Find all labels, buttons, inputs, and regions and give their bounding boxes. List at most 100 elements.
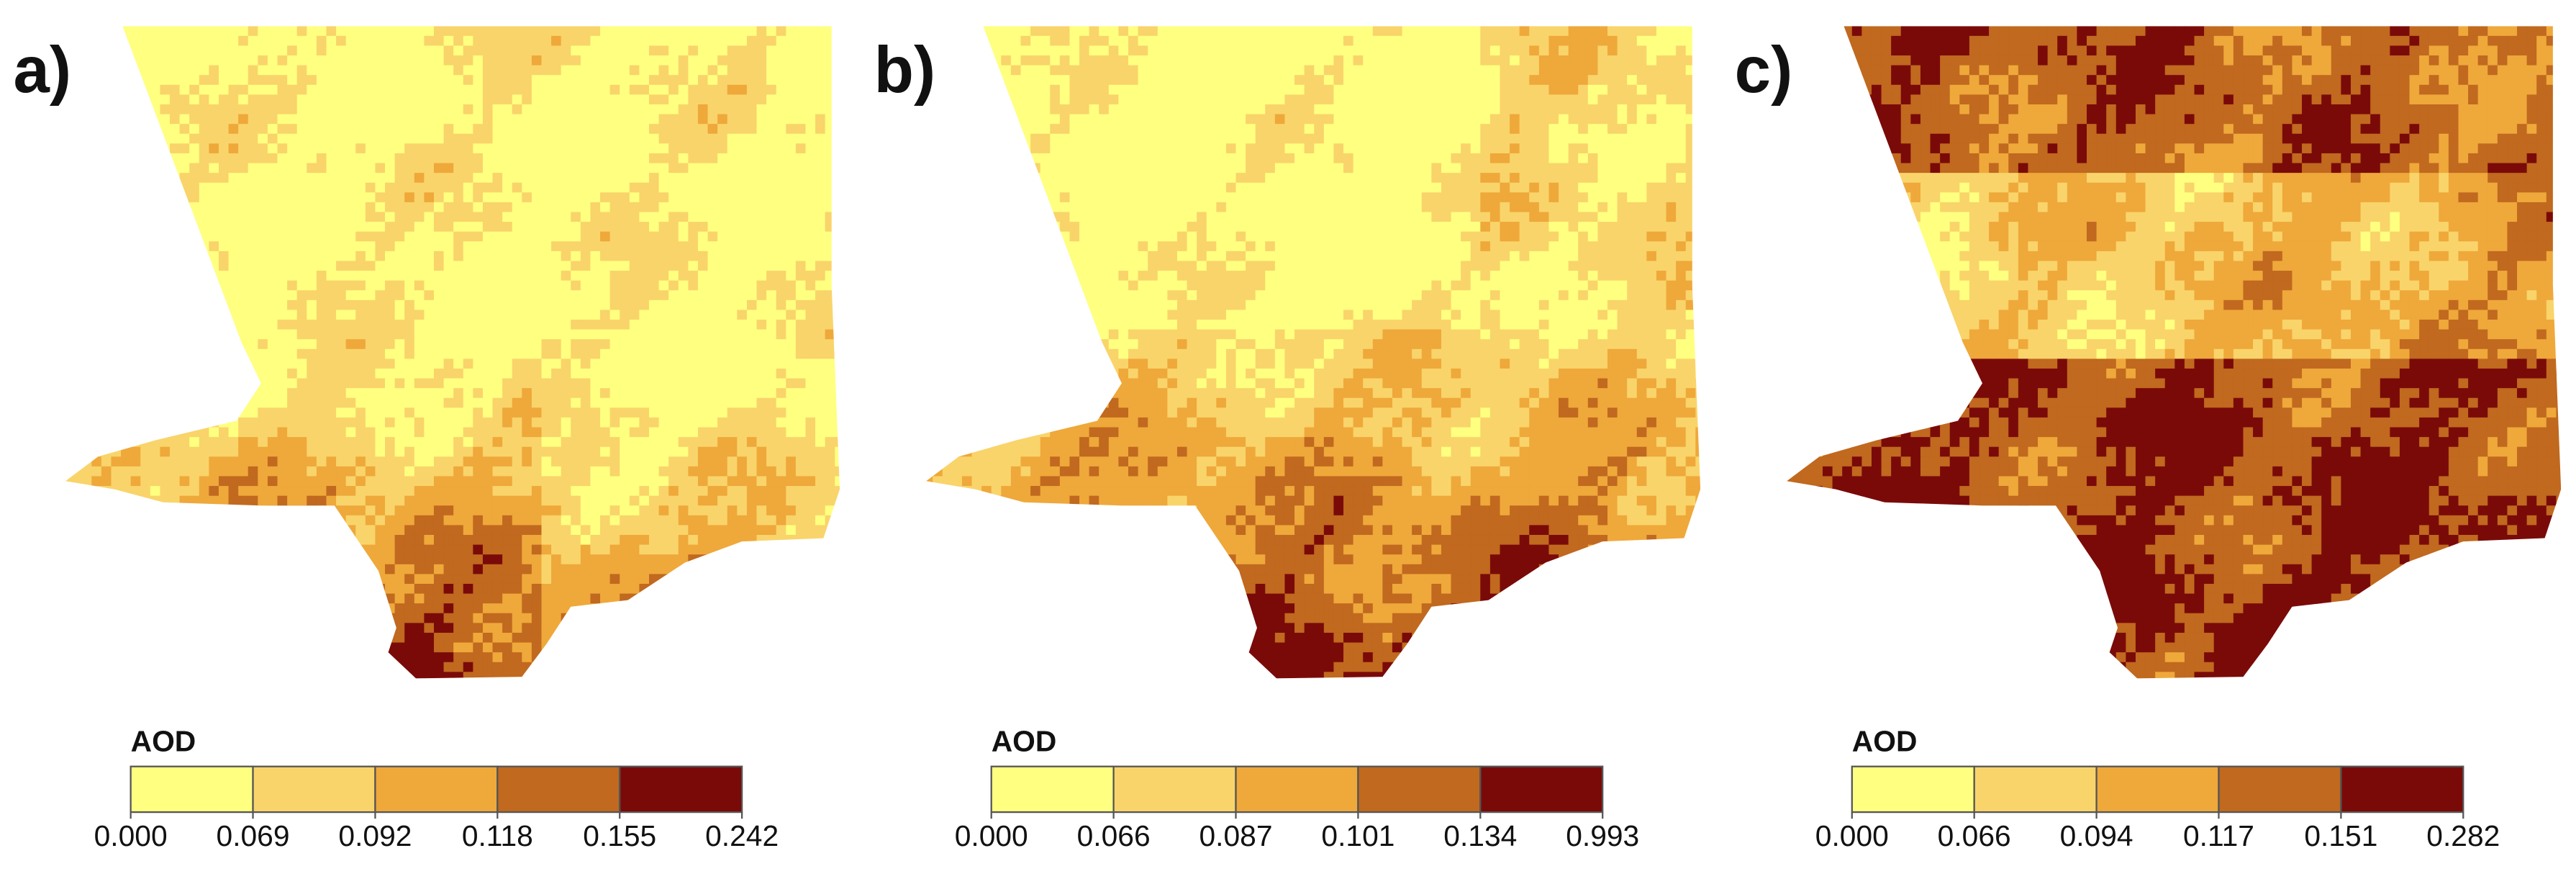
map-pixel	[336, 280, 347, 291]
map-pixel	[238, 427, 249, 438]
map-pixel	[531, 544, 543, 555]
map-pixel	[111, 505, 122, 516]
map-pixel	[179, 271, 190, 281]
map-pixel	[228, 574, 239, 585]
map-pixel	[218, 45, 230, 56]
map-pixel	[541, 192, 552, 203]
map-pixel	[443, 593, 454, 604]
map-pixel	[209, 378, 219, 389]
map-pixel	[620, 603, 630, 614]
map-pixel	[717, 94, 728, 105]
map-pixel	[218, 544, 230, 555]
map-pixel	[453, 192, 464, 203]
map-pixel	[795, 407, 807, 418]
map-pixel	[580, 544, 591, 555]
map-pixel	[199, 495, 210, 506]
map-pixel	[746, 535, 758, 546]
map-pixel	[365, 339, 376, 350]
map-pixel	[522, 505, 532, 516]
map-pixel	[697, 505, 709, 516]
map-pixel	[267, 632, 278, 644]
map-pixel	[697, 124, 709, 135]
map-pixel	[365, 348, 376, 360]
map-pixel	[776, 241, 786, 252]
map-pixel	[727, 163, 738, 173]
map-pixel	[209, 525, 219, 536]
map-pixel	[72, 466, 83, 477]
map-pixel	[473, 613, 484, 624]
map-pixel	[658, 241, 669, 252]
map-pixel	[453, 359, 464, 369]
map-pixel	[668, 84, 679, 96]
map-pixel	[140, 495, 151, 506]
map-pixel	[316, 182, 327, 193]
map-pixel	[258, 261, 268, 271]
map-pixel	[571, 299, 581, 311]
map-pixel	[756, 231, 767, 242]
map-pixel	[776, 55, 786, 66]
map-pixel	[355, 65, 366, 76]
map-pixel	[433, 495, 445, 506]
map-pixel	[170, 163, 181, 173]
map-pixel	[522, 75, 532, 86]
map-pixel	[72, 515, 83, 526]
map-pixel	[688, 613, 699, 624]
map-pixel	[531, 388, 543, 399]
map-pixel	[473, 182, 484, 193]
map-pixel	[561, 26, 571, 37]
map-pixel	[492, 271, 503, 281]
map-pixel	[473, 574, 484, 585]
map-pixel	[385, 124, 396, 135]
map-pixel	[316, 310, 327, 320]
map-pixel	[365, 261, 376, 271]
map-pixel	[658, 623, 669, 634]
map-pixel	[639, 212, 650, 222]
map-pixel	[101, 45, 112, 56]
map-pixel	[433, 94, 445, 105]
map-pixel	[130, 290, 141, 301]
map-pixel	[502, 329, 513, 340]
map-pixel	[189, 603, 200, 614]
map-pixel	[590, 173, 601, 184]
map-pixel	[522, 94, 532, 105]
map-pixel	[414, 192, 425, 203]
map-pixel	[287, 632, 298, 644]
map-pixel	[551, 55, 562, 66]
map-pixel	[629, 241, 640, 252]
map-pixel	[277, 583, 288, 595]
map-pixel	[737, 173, 748, 184]
map-pixel	[179, 466, 190, 477]
map-pixel	[668, 212, 679, 222]
map-pixel	[307, 348, 317, 360]
map-pixel	[218, 603, 230, 614]
map-pixel	[717, 26, 728, 37]
map-pixel	[571, 124, 581, 135]
map-pixel	[375, 368, 386, 379]
map-pixel	[727, 35, 738, 47]
map-pixel	[170, 583, 181, 595]
map-pixel	[111, 153, 122, 164]
map-pixel	[433, 583, 445, 595]
map-pixel	[267, 182, 278, 193]
map-pixel	[65, 310, 73, 320]
map-pixel	[277, 613, 288, 624]
map-pixel	[130, 535, 141, 546]
map-pixel	[746, 241, 758, 252]
map-pixel	[835, 261, 840, 271]
map-pixel	[600, 368, 611, 379]
map-pixel	[385, 583, 396, 595]
map-pixel	[414, 202, 425, 213]
map-pixel	[551, 182, 562, 193]
map-pixel	[258, 427, 268, 438]
map-pixel	[815, 378, 826, 389]
map-pixel	[639, 143, 650, 154]
map-pixel	[707, 466, 718, 477]
map-pixel	[620, 593, 630, 604]
map-pixel	[316, 75, 327, 86]
map-pixel	[248, 114, 259, 125]
map-pixel	[482, 515, 494, 526]
map-pixel	[776, 623, 786, 634]
map-pixel	[287, 544, 298, 555]
map-pixel	[248, 583, 259, 595]
map-pixel	[414, 329, 425, 340]
